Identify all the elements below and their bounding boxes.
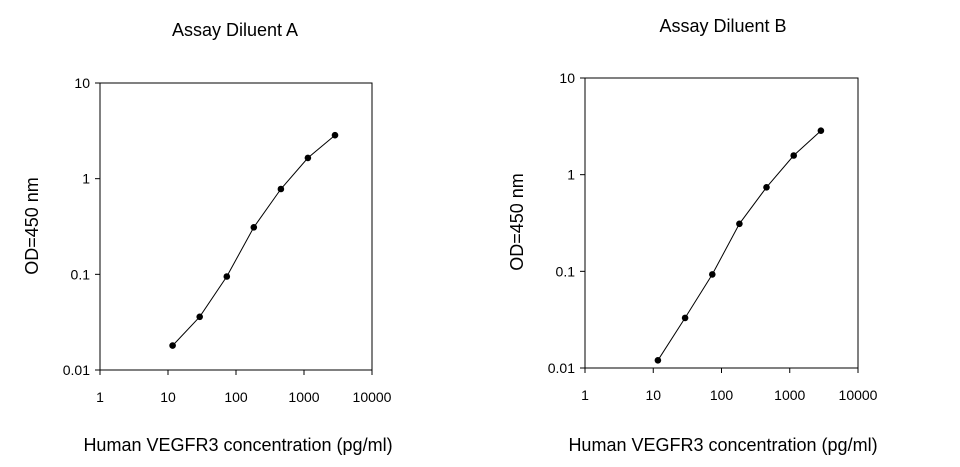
y-tick-label: 0.01 [548,360,575,376]
x-tick-label: 100 [224,389,248,405]
x-tick-label: 10 [645,387,661,403]
data-point [709,271,716,278]
y-tick-label: 1 [82,171,90,187]
x-tick-label: 10 [160,389,176,405]
data-point [790,152,797,159]
plot-frame [100,82,373,370]
y-axis-label: OD=450 nm [507,173,527,271]
data-point [763,184,770,191]
series-line [657,130,822,361]
data-point [196,313,203,321]
chart-assay-diluent-b: Assay Diluent B OD=450 nm Human VEGFR3 c… [507,16,878,455]
x-tick-label: 1 [96,389,104,405]
data-point [817,127,825,134]
x-axis-label: Human VEGFR3 concentration (pg/ml) [568,435,877,455]
data-point [331,131,339,139]
data-point [223,273,231,280]
data-point [654,357,662,364]
x-tick-label: 10000 [839,387,878,403]
data-point [250,224,258,231]
y-tick-label: 1 [567,167,575,183]
y-tick-label: 10 [74,75,90,91]
y-tick-label: 0.1 [71,266,91,282]
y-tick-label: 10 [559,70,575,86]
x-tick-label: 10000 [353,389,392,405]
y-tick-label: 0.1 [556,263,576,279]
chart-title: Assay Diluent B [659,16,786,36]
x-tick-label: 1000 [288,389,319,405]
chart-assay-diluent-a: Assay Diluent A OD=450 nm Human VEGFR3 c… [22,20,393,455]
x-axis-label: Human VEGFR3 concentration (pg/ml) [83,435,392,455]
plot-frame [585,77,859,368]
data-point [736,220,743,228]
series-line [172,134,336,346]
data-point [304,154,312,162]
x-tick-label: 1 [581,387,589,403]
data-point [681,314,689,322]
y-tick-label: 0.01 [63,362,90,378]
data-point [277,185,285,193]
data-point [169,342,176,349]
x-tick-label: 100 [710,387,734,403]
chart-title: Assay Diluent A [172,20,298,40]
x-tick-label: 1000 [774,387,805,403]
y-axis-label: OD=450 nm [22,177,42,275]
